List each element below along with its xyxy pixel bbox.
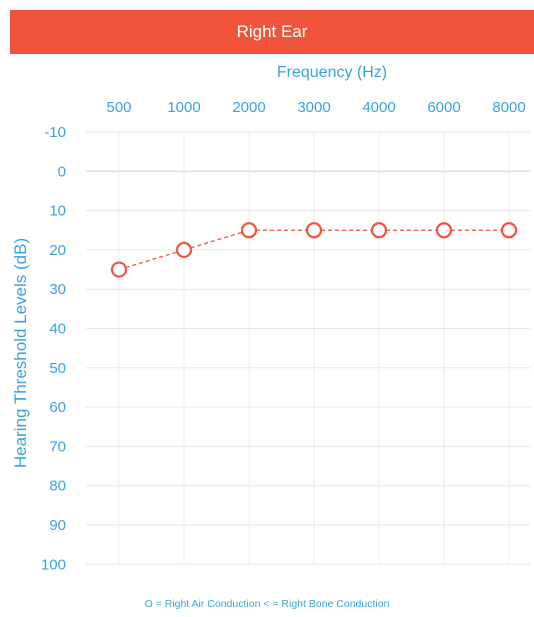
x-tick-label: 500 <box>106 99 131 116</box>
y-tick-label: 100 <box>41 556 66 573</box>
y-tick-label: -10 <box>44 124 66 141</box>
grid-lines <box>86 131 530 565</box>
legend-text: O = Right Air Conduction < = Right Bone … <box>144 598 390 610</box>
x-tick-label: 6000 <box>427 99 460 116</box>
x-tick-label: 2000 <box>232 99 265 116</box>
x-tick-label: 8000 <box>492 99 525 116</box>
air-conduction-marker <box>175 241 193 258</box>
chart-title-banner: Right Ear <box>10 10 534 54</box>
y-tick-label: 20 <box>49 242 66 259</box>
chart-title: Right Ear <box>236 22 308 41</box>
y-tick-label: 40 <box>49 321 66 338</box>
air-conduction-marker <box>500 222 518 239</box>
x-tick-label: 1000 <box>167 99 200 116</box>
y-tick-label: 60 <box>49 399 66 416</box>
legend: O = Right Air Conduction < = Right Bone … <box>0 598 534 610</box>
series-right-air-conduction <box>110 222 518 278</box>
air-conduction-marker <box>435 222 453 239</box>
y-tick-label: 10 <box>49 203 66 220</box>
series-line-segment <box>183 229 250 251</box>
x-tick-label: 3000 <box>297 99 330 116</box>
y-tick-label: 30 <box>49 281 66 298</box>
x-tick-label: 4000 <box>362 99 395 116</box>
air-conduction-marker <box>110 261 128 278</box>
y-tick-label: 0 <box>58 163 66 180</box>
x-axis-label: Frequency (Hz) <box>277 64 387 81</box>
series-line-segment <box>118 249 185 271</box>
y-tick-label: 50 <box>49 360 66 377</box>
y-tick-label: 80 <box>49 478 66 495</box>
x-tick-labels: 500 1000 2000 3000 4000 6000 8000 <box>106 99 525 116</box>
air-conduction-marker <box>305 222 323 239</box>
air-conduction-marker <box>240 222 258 239</box>
air-conduction-marker <box>370 222 388 239</box>
y-tick-label: 70 <box>49 438 66 455</box>
y-axis-label: Hearing Threshold Levels (dB) <box>11 238 30 468</box>
y-tick-label: 90 <box>49 517 66 534</box>
y-tick-labels: -10 0 10 20 30 40 50 60 70 80 90 100 <box>41 124 66 573</box>
